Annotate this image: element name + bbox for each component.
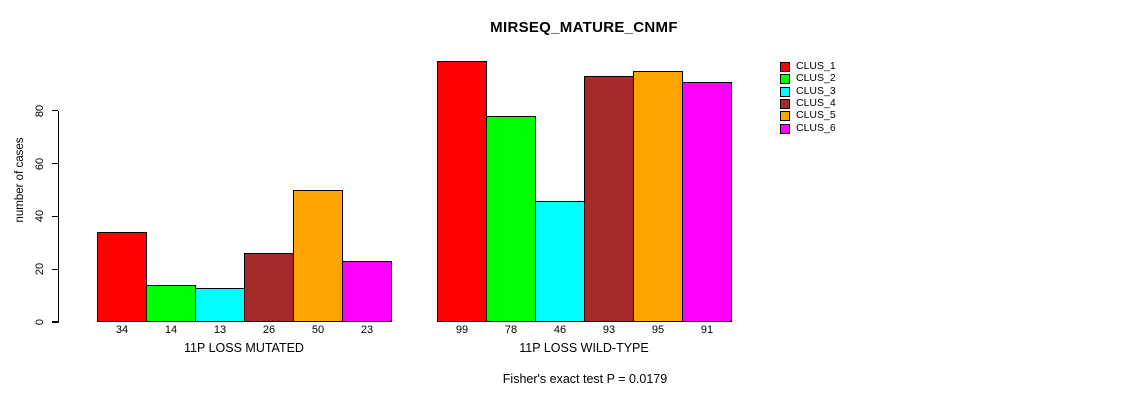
- y-axis-title: number of cases: [14, 137, 26, 223]
- legend-swatch-clus_2: [780, 74, 790, 85]
- bar-value-label: 23: [360, 324, 374, 336]
- bar-clus_4: [244, 253, 294, 322]
- y-tick-mark: [52, 163, 58, 165]
- bar-value-label: 50: [311, 324, 325, 336]
- y-axis-line: [58, 110, 60, 323]
- bar-value-label: 91: [700, 324, 714, 336]
- group-label: 11P LOSS MUTATED: [184, 341, 304, 355]
- y-tick-label: 80: [34, 104, 46, 117]
- y-tick-label: 60: [34, 157, 46, 170]
- legend-label-clus_5: CLUS_5: [796, 109, 836, 122]
- legend-label-clus_3: CLUS_3: [796, 84, 836, 97]
- bar-value-label: 93: [602, 324, 616, 336]
- legend-swatch-clus_4: [780, 98, 790, 109]
- bar-clus_2: [146, 285, 196, 322]
- bar-value-label: 95: [651, 324, 665, 336]
- bar-value-label: 34: [115, 324, 129, 336]
- legend-swatch-clus_1: [780, 62, 790, 72]
- bar-clus_6: [682, 81, 732, 322]
- legend-swatch-clus_3: [780, 86, 790, 97]
- chart-title: MIRSEQ_MATURE_CNMF: [490, 19, 678, 36]
- y-tick-label: 0: [34, 318, 46, 326]
- bar-clus_6: [342, 261, 392, 322]
- legend-label-clus_1: CLUS_1: [796, 60, 836, 72]
- y-tick-mark: [52, 215, 58, 217]
- y-tick-mark: [52, 110, 58, 112]
- legend-label-clus_2: CLUS_2: [796, 72, 836, 85]
- fisher-test-annotation: Fisher's exact test P = 0.0179: [502, 372, 668, 386]
- bar-value-label: 14: [164, 324, 178, 336]
- bar-clus_5: [293, 190, 343, 322]
- legend-swatch-clus_6: [780, 123, 790, 134]
- y-tick-label: 20: [34, 263, 46, 276]
- legend-label-clus_6: CLUS_6: [796, 121, 836, 134]
- y-tick-mark: [52, 321, 58, 323]
- y-tick-label: 40: [34, 210, 46, 223]
- bar-value-label: 13: [213, 324, 227, 336]
- bar-clus_3: [195, 287, 245, 322]
- legend-label-clus_4: CLUS_4: [796, 96, 836, 109]
- bar-value-label: 26: [262, 324, 276, 336]
- bar-clus_4: [584, 76, 634, 322]
- bar-value-label: 99: [455, 324, 469, 336]
- y-tick-mark: [52, 268, 58, 270]
- bar-clus_3: [535, 200, 585, 322]
- bar-clus_1: [437, 60, 487, 322]
- legend-swatch-clus_5: [780, 111, 790, 122]
- group-label: 11P LOSS WILD-TYPE: [519, 341, 649, 355]
- bar-value-label: 46: [553, 324, 567, 336]
- bar-clus_2: [486, 116, 536, 322]
- bar-clus_5: [633, 71, 683, 322]
- bar-clus_1: [97, 232, 147, 322]
- bar-value-label: 78: [504, 324, 518, 336]
